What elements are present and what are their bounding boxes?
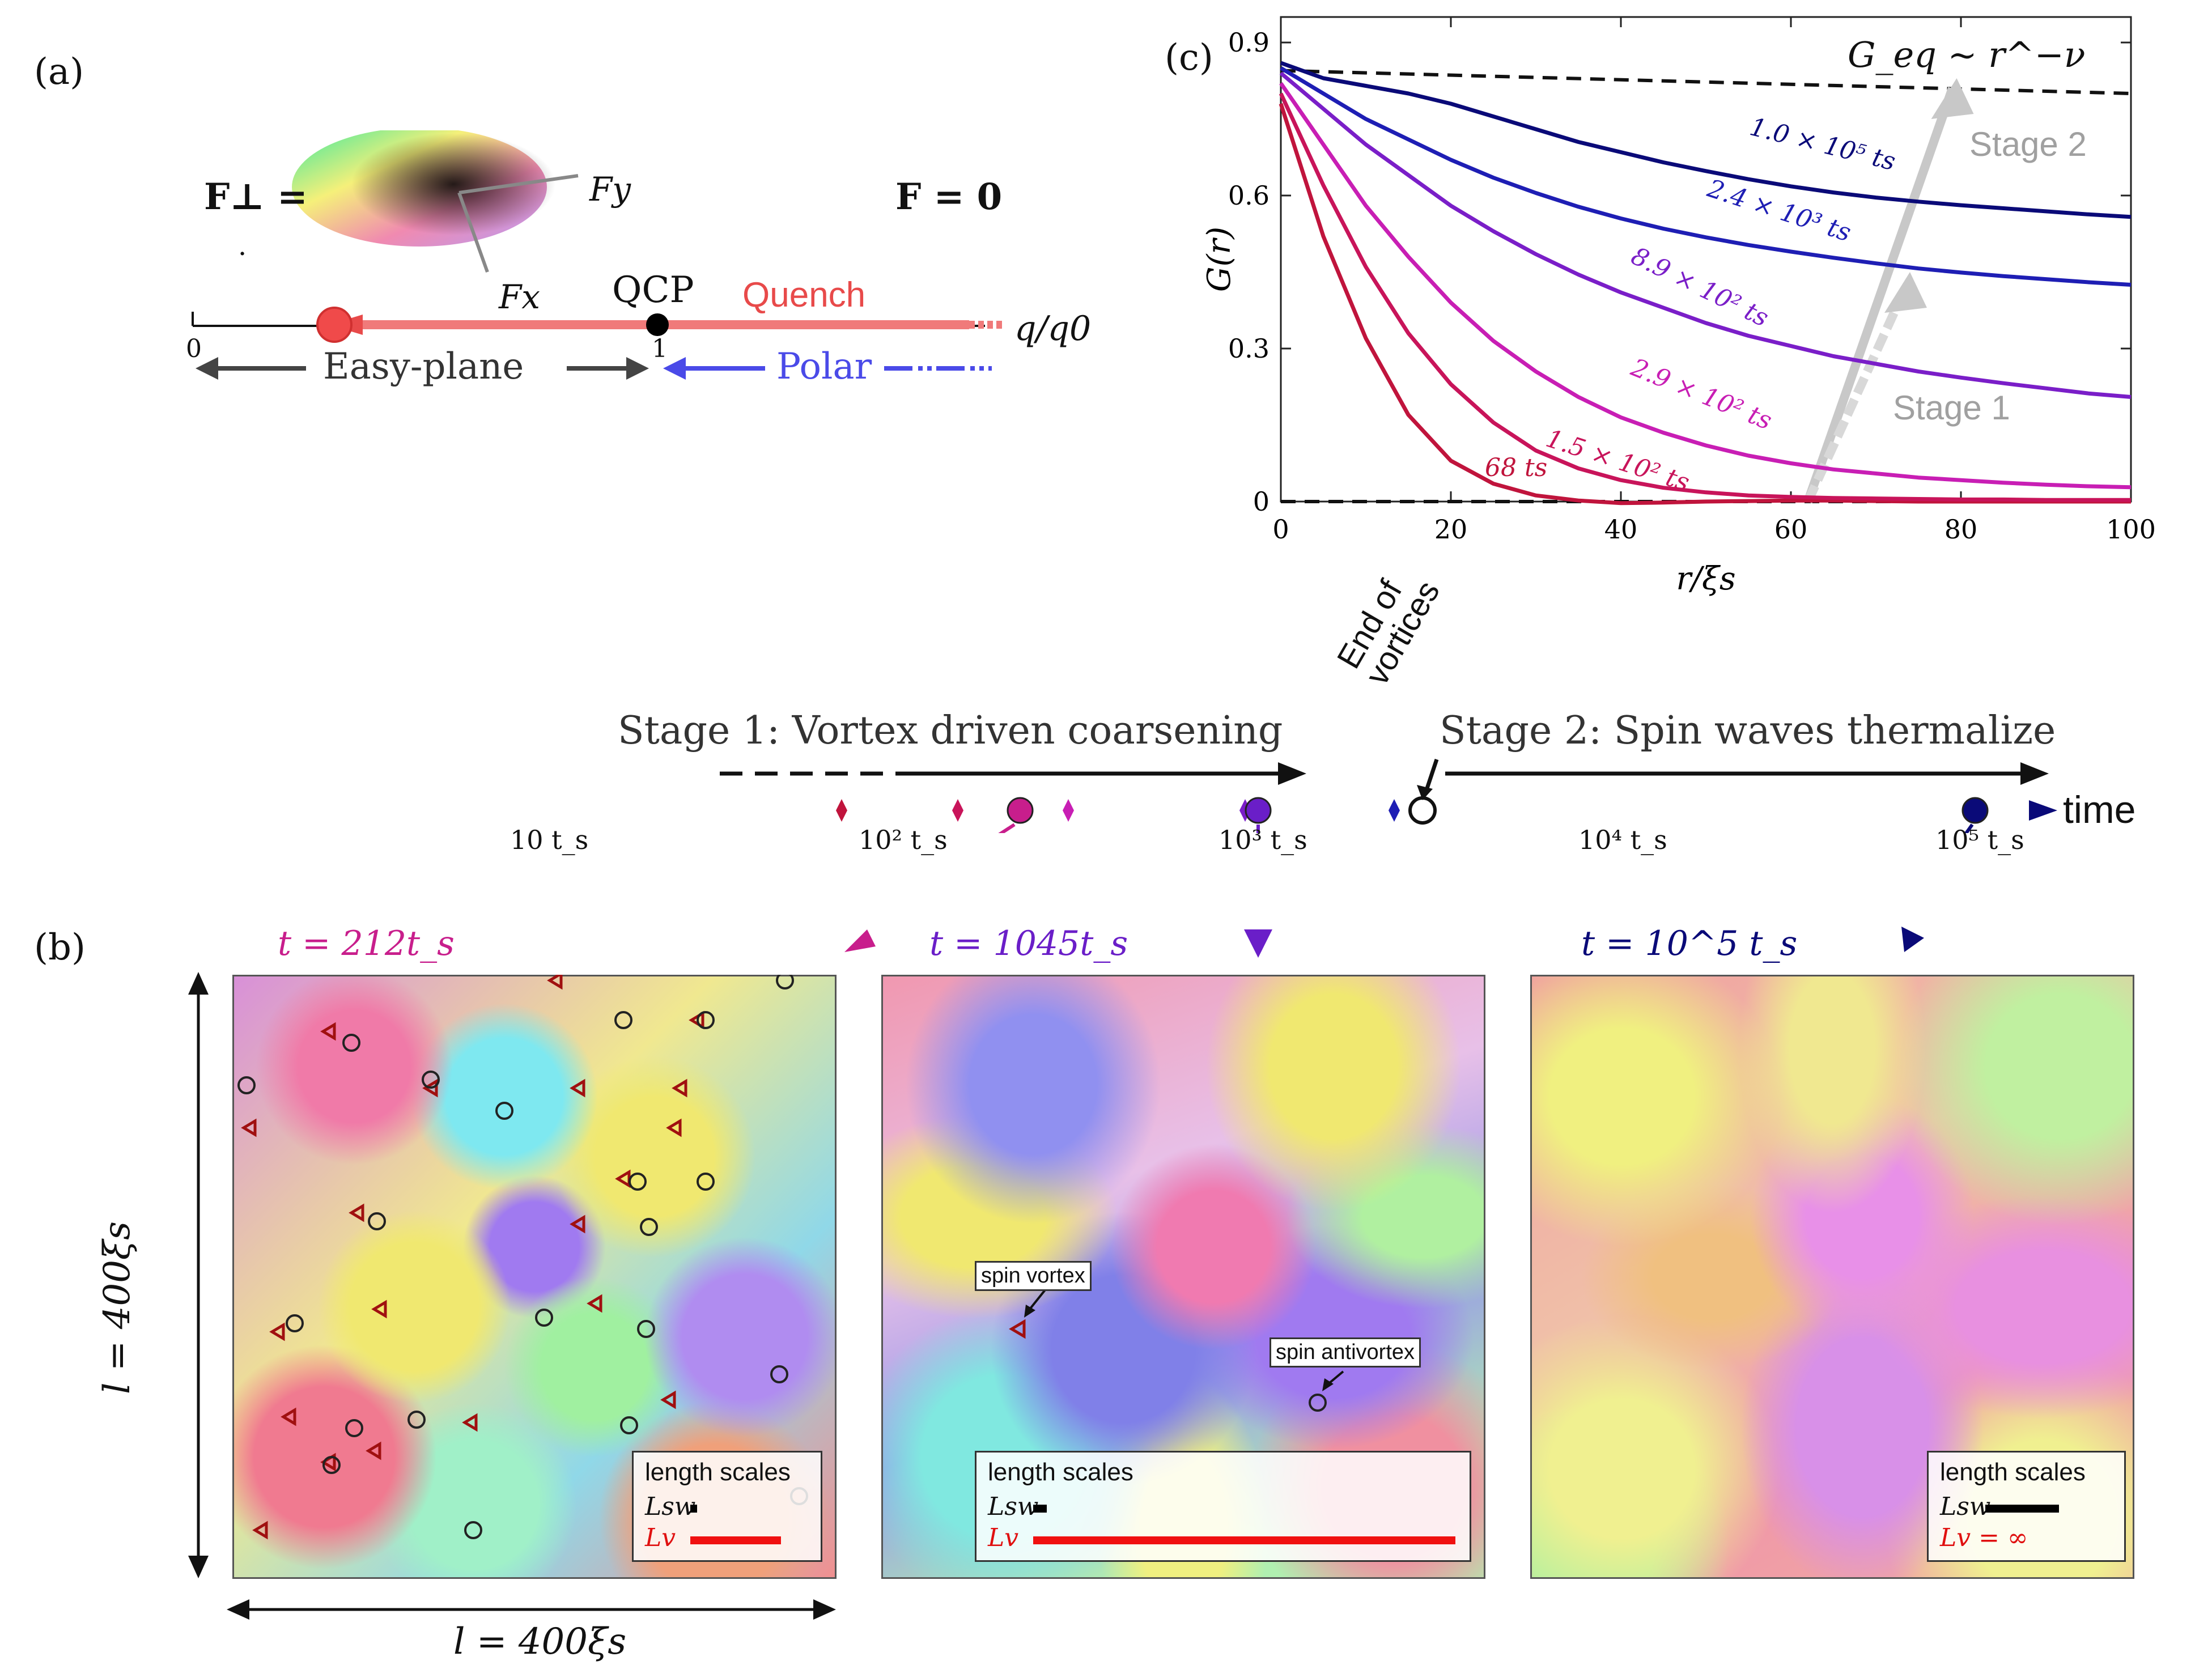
stage2-arrowhead <box>1931 78 1974 119</box>
stage1-arrow <box>1803 285 1910 504</box>
snapshot1-time: t = 212t_s <box>278 924 455 963</box>
size-arrows <box>188 972 836 1620</box>
f-zero-label: F = 0 <box>895 176 1003 218</box>
stage2-chart-label: Stage 2 <box>1969 125 2087 163</box>
lv-bar <box>690 1536 781 1544</box>
timeline-diamond-68 <box>836 799 847 822</box>
end-of-vortices-marker <box>1408 796 1437 825</box>
dot-mark: · <box>238 238 247 270</box>
timeline-diamond-150 <box>952 799 963 822</box>
easy-plane-label: Easy-plane <box>323 346 524 388</box>
series-line-0 <box>1279 103 2131 506</box>
stage2-timeline-label: Stage 2: Spin waves thermalize <box>1440 708 2056 753</box>
series-label-5: 1.0 × 10⁵ ts <box>1747 112 1898 176</box>
timeline-tick-4: 10⁴ t_s <box>1578 825 1667 855</box>
time-label: time <box>2063 788 2136 831</box>
quench-endpoint-marker <box>316 307 353 343</box>
series-label-2: 2.9 × 10² ts <box>1627 353 1776 436</box>
x-tick-label: 20 <box>1434 514 1468 545</box>
fy-label: Fy <box>589 170 631 209</box>
stage2-arrow <box>1803 87 1957 503</box>
one-tick-label: 1 <box>652 334 668 363</box>
legend-title: length scales <box>1940 1458 2086 1486</box>
legend-title: length scales <box>645 1458 791 1486</box>
x-tick-label: 60 <box>1774 514 1808 545</box>
spin-vortex-marker <box>1009 1319 1026 1339</box>
spin-vortex-callout: spin vortex <box>975 1261 1092 1291</box>
stage1-timeline-label: Stage 1: Vortex driven coarsening <box>618 708 1283 753</box>
x-tick-label: 100 <box>2106 514 2156 545</box>
series-line-1 <box>1279 92 2131 502</box>
geq-text: G_eq ~ r^−ν <box>1848 34 2086 75</box>
y-tick-label: 0 <box>1253 486 1270 517</box>
series-line-3 <box>1279 71 2132 399</box>
x-tick-label: 40 <box>1604 514 1638 545</box>
lsw-bar <box>690 1505 697 1513</box>
fy-axis <box>458 174 579 194</box>
series-line-5 <box>1280 61 2132 219</box>
panel-a-label: (a) <box>34 51 84 93</box>
lv-inf-label: Lv = ∞ <box>1940 1523 2028 1552</box>
stage1-chart-label: Stage 1 <box>1893 389 2010 427</box>
lsw-bar <box>1033 1505 1047 1513</box>
lsw-label: Lsw <box>645 1492 696 1521</box>
snapshot3-legend: length scales Lsw Lv = ∞ <box>1927 1451 2126 1562</box>
timeline-tick-1: 10 t_s <box>510 825 589 855</box>
y-axis-label: G(r) <box>1201 227 1238 292</box>
series-label-0: 68 ts <box>1485 453 1547 482</box>
lv-label: Lv <box>988 1523 1019 1552</box>
series-line-4 <box>1280 66 2132 287</box>
spin-antivortex-marker <box>1309 1394 1327 1412</box>
quench-label: Quench <box>742 275 866 315</box>
legend-title: length scales <box>988 1458 1133 1486</box>
f-perp-label: F⊥ = <box>204 176 308 218</box>
geq-label: G_eq ~ r^−ν <box>1848 34 2086 75</box>
fx-label: Fx <box>499 278 540 316</box>
y-tick-label: 0.9 <box>1228 27 1270 58</box>
panel-a-diagram <box>192 130 1003 380</box>
fx-axis <box>457 192 489 273</box>
q-axis-label: q/q0 <box>1014 309 1092 349</box>
pointer-arrowheads <box>844 927 1924 958</box>
x-axis-label: r/ξs <box>1676 560 1735 597</box>
polar-label: Polar <box>776 346 872 388</box>
qcp-label: QCP <box>612 269 694 311</box>
timeline-diamond-290 <box>1063 799 1074 822</box>
timeline-bar <box>187 758 2057 833</box>
series-line-2 <box>1279 82 2132 490</box>
timeline-diamond-2400 <box>1389 799 1400 822</box>
snapshot2-legend: length scales Lsw Lv <box>975 1451 1471 1562</box>
lsw-label: Lsw <box>1940 1492 1991 1521</box>
size-label-vertical: l = 400ξs <box>96 1221 138 1394</box>
timeline-snapshot-212 <box>1007 797 1034 824</box>
y-tick-label: 0.3 <box>1228 333 1270 364</box>
lsw-label: Lsw <box>988 1492 1039 1521</box>
size-label-horizontal: l = 400ξs <box>453 1621 627 1663</box>
snapshot1-defects <box>237 975 808 1540</box>
panel-b-label: (b) <box>34 927 86 969</box>
lv-label: Lv <box>645 1523 676 1552</box>
y-tick-label: 0.6 <box>1228 180 1270 211</box>
snapshot1-legend: length scales Lsw Lv <box>632 1451 822 1562</box>
stage1-arrowhead <box>1884 272 1927 313</box>
panel-c-label: (c) <box>1165 37 1213 79</box>
lv-bar <box>1033 1536 1455 1544</box>
timeline-tick-3: 10³ t_s <box>1218 825 1307 855</box>
qcp-marker <box>646 313 669 336</box>
timeline-tick-2: 10² t_s <box>859 825 948 855</box>
x-tick-label: 0 <box>1272 514 1289 545</box>
snapshot3-time: t = 10^5 t_s <box>1581 924 1798 963</box>
timeline-snapshot-1045 <box>1245 797 1272 824</box>
timeline-snapshot-1e5 <box>1961 797 1989 824</box>
timeline-tick-5: 10⁵ t_s <box>1935 825 2024 855</box>
snapshot2-defects <box>1009 1288 1344 1412</box>
snapshot2-time: t = 1045t_s <box>929 924 1128 963</box>
lsw-bar <box>1985 1505 2059 1513</box>
x-tick-label: 80 <box>1944 514 1978 545</box>
zero-tick-label: 0 <box>186 334 202 363</box>
spin-antivortex-callout: spin antivortex <box>1270 1337 1421 1368</box>
